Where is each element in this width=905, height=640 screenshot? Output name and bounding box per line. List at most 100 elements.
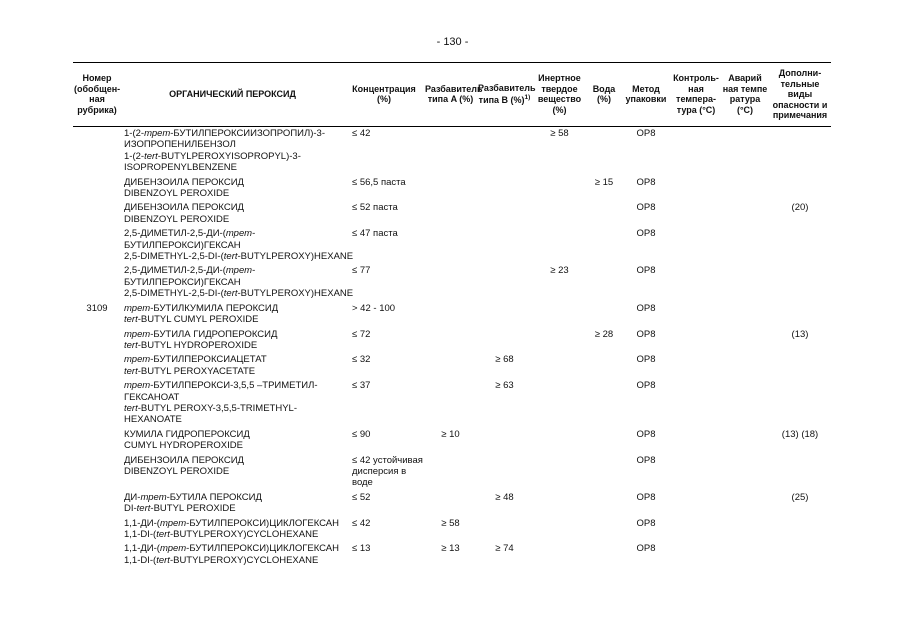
cell-diluent-b: ≥ 63 (495, 380, 514, 392)
cell-control-temperature (671, 301, 721, 327)
cell-emergency-temperature (721, 201, 769, 227)
cell-diluent-a (424, 327, 477, 353)
cell-diluent-b (477, 453, 532, 490)
table-row: ДИБЕНЗОИЛА ПЕРОКСИД DIBENZOYL PEROXIDE ≤ 5… (73, 175, 831, 201)
cell-peroxide-name: ДИБЕНЗОИЛА ПЕРОКСИД DIBENZOYL PEROXIDE (124, 176, 244, 200)
cell-control-temperature (671, 201, 721, 227)
cell-remarks (769, 353, 831, 379)
cell-un-number (73, 264, 121, 301)
column-header-conc: Концентрация (%) (344, 62, 424, 127)
cell-control-temperature (671, 126, 721, 175)
cell-concentration: ≤ 90 (352, 428, 371, 440)
table-body: 1-(2-трет-БУТИЛПЕРОКСИИЗОПРОПИЛ)-3- ИЗОПР… (73, 126, 831, 568)
cell-remarks (769, 516, 831, 542)
cell-inert-solid (532, 542, 587, 568)
cell-water (587, 227, 621, 264)
cell-diluent-b (477, 327, 532, 353)
table-row: 1-(2-трет-БУТИЛПЕРОКСИИЗОПРОПИЛ)-3- ИЗОПР… (73, 126, 831, 175)
cell-water (587, 264, 621, 301)
cell-concentration: ≤ 42 (352, 517, 371, 529)
cell-packing-method: OP8 (636, 265, 656, 277)
cell-diluent-b (477, 264, 532, 301)
cell-water (587, 379, 621, 428)
cell-concentration: ≤ 77 (352, 265, 371, 277)
cell-water (587, 490, 621, 516)
cell-inert-solid (532, 353, 587, 379)
cell-diluent-a (424, 175, 477, 201)
cell-diluent-a (424, 227, 477, 264)
cell-peroxide-name: 2,5-ДИМЕТИЛ-2,5-ДИ-(трет- БУТИЛПЕРОКСИ)ГЕ… (124, 265, 354, 300)
cell-packing-method: OP8 (636, 454, 656, 466)
column-header-control-temp: Контроль-ная темпера-тура (°C) (671, 62, 721, 127)
cell-control-temperature (671, 353, 721, 379)
cell-peroxide-name: трет-БУТИЛПЕРОКСИ-3,5,5 –ТРИМЕТИЛ- ГЕКСАН… (124, 380, 318, 426)
cell-water (587, 516, 621, 542)
cell-un-number (73, 227, 121, 264)
cell-emergency-temperature (721, 353, 769, 379)
cell-control-temperature (671, 379, 721, 428)
table-row: трет-БУТИЛПЕРОКСИАЦЕТАТ tert-BUTYL PEROXY… (73, 353, 831, 379)
organic-peroxide-table: Номер (обобщен-ная рубрика) ОРГАНИЧЕСКИЙ ПЕ… (73, 62, 831, 568)
cell-concentration: ≤ 52 (352, 491, 371, 503)
cell-inert-solid: ≥ 23 (550, 265, 569, 277)
cell-remarks: (13) (18) (781, 428, 819, 440)
cell-concentration: ≤ 37 (352, 380, 371, 392)
cell-diluent-b (477, 516, 532, 542)
cell-peroxide-name: ДИБЕНЗОИЛА ПЕРОКСИД DIBENZOYL PEROXIDE (124, 454, 244, 477)
cell-inert-solid (532, 301, 587, 327)
cell-packing-method: OP8 (636, 128, 656, 139)
cell-emergency-temperature (721, 427, 769, 453)
cell-diluent-b (477, 201, 532, 227)
table-row: 1,1-ДИ-(трет-БУТИЛПЕРОКСИ)ЦИКЛОГЕКСАН 1,1… (73, 542, 831, 568)
cell-diluent-b (477, 227, 532, 264)
cell-peroxide-name: трет-БУТИЛПЕРОКСИАЦЕТАТ tert-BUTYL PEROXY… (124, 354, 267, 377)
cell-emergency-temperature (721, 227, 769, 264)
cell-diluent-b: ≥ 74 (495, 543, 514, 555)
table-row: ДИБЕНЗОИЛА ПЕРОКСИД DIBENZOYL PEROXIDE ≤ 5… (73, 201, 831, 227)
cell-concentration: ≤ 32 (352, 354, 371, 366)
cell-control-temperature (671, 427, 721, 453)
cell-diluent-a (424, 490, 477, 516)
cell-peroxide-name: ДИ-трет-БУТИЛА ПЕРОКСИД DI-tert-BUTYL PER… (124, 491, 262, 515)
table-row: трет-БУТИЛА ГИДРОПЕРОКСИД tert-BUTYL HYDR… (73, 327, 831, 353)
cell-control-temperature (671, 264, 721, 301)
cell-peroxide-name: трет-БУТИЛА ГИДРОПЕРОКСИД tert-BUTYL HYDR… (124, 328, 278, 351)
column-header-emergency-temp: Аварий ная темпе ратура (°C) (721, 62, 769, 127)
cell-diluent-b: ≥ 68 (495, 354, 514, 366)
cell-water (587, 201, 621, 227)
cell-inert-solid (532, 227, 587, 264)
cell-packing-method: OP8 (636, 380, 656, 392)
cell-peroxide-name: трет-БУТИЛКУМИЛА ПЕРОКСИД tert-BUTYL CUMY… (124, 302, 279, 326)
column-header-name: ОРГАНИЧЕСКИЙ ПЕРОКСИД (121, 62, 344, 127)
column-header-dil-a: Разбавитель типа A (%) (424, 62, 483, 127)
cell-diluent-a (424, 264, 477, 301)
cell-packing-method: OP8 (636, 491, 656, 503)
table-header: Номер (обобщен-ная рубрика) ОРГАНИЧЕСКИЙ ПЕ… (73, 62, 831, 127)
cell-inert-solid (532, 516, 587, 542)
table-row: 2,5-ДИМЕТИЛ-2,5-ДИ-(трет- БУТИЛПЕРОКСИ)ГЕ… (73, 227, 831, 264)
cell-concentration: ≤ 42 (352, 128, 371, 139)
cell-packing-method: OP8 (636, 354, 656, 366)
column-header-dil-b: Разбавитель типа B (%)1) (477, 62, 536, 127)
cell-concentration: ≤ 47 паста (352, 228, 398, 240)
cell-remarks (769, 227, 831, 264)
cell-remarks: (20) (791, 202, 809, 214)
cell-inert-solid (532, 327, 587, 353)
cell-emergency-temperature (721, 516, 769, 542)
cell-remarks (769, 542, 831, 568)
table-header-row: Номер (обобщен-ная рубрика) ОРГАНИЧЕСКИЙ ПЕ… (73, 62, 831, 127)
cell-diluent-b: ≥ 48 (495, 491, 514, 503)
cell-un-number (73, 201, 121, 227)
cell-water: ≥ 15 (594, 176, 614, 188)
cell-diluent-a: ≥ 13 (441, 543, 460, 555)
cell-peroxide-name: 1,1-ДИ-(трет-БУТИЛПЕРОКСИ)ЦИКЛОГЕКСАН 1,1… (124, 543, 339, 566)
cell-remarks (769, 175, 831, 201)
cell-un-number (73, 453, 121, 490)
cell-concentration: ≤ 42 устойчивая дисперсия в воде (352, 454, 423, 489)
cell-inert-solid (532, 201, 587, 227)
cell-emergency-temperature (721, 379, 769, 428)
table-row: ДИБЕНЗОИЛА ПЕРОКСИД DIBENZOYL PEROXIDE ≤ 4… (73, 453, 831, 490)
cell-un-number (73, 427, 121, 453)
column-header-notes: Дополни-тельные виды опасности и примечания (769, 62, 831, 127)
